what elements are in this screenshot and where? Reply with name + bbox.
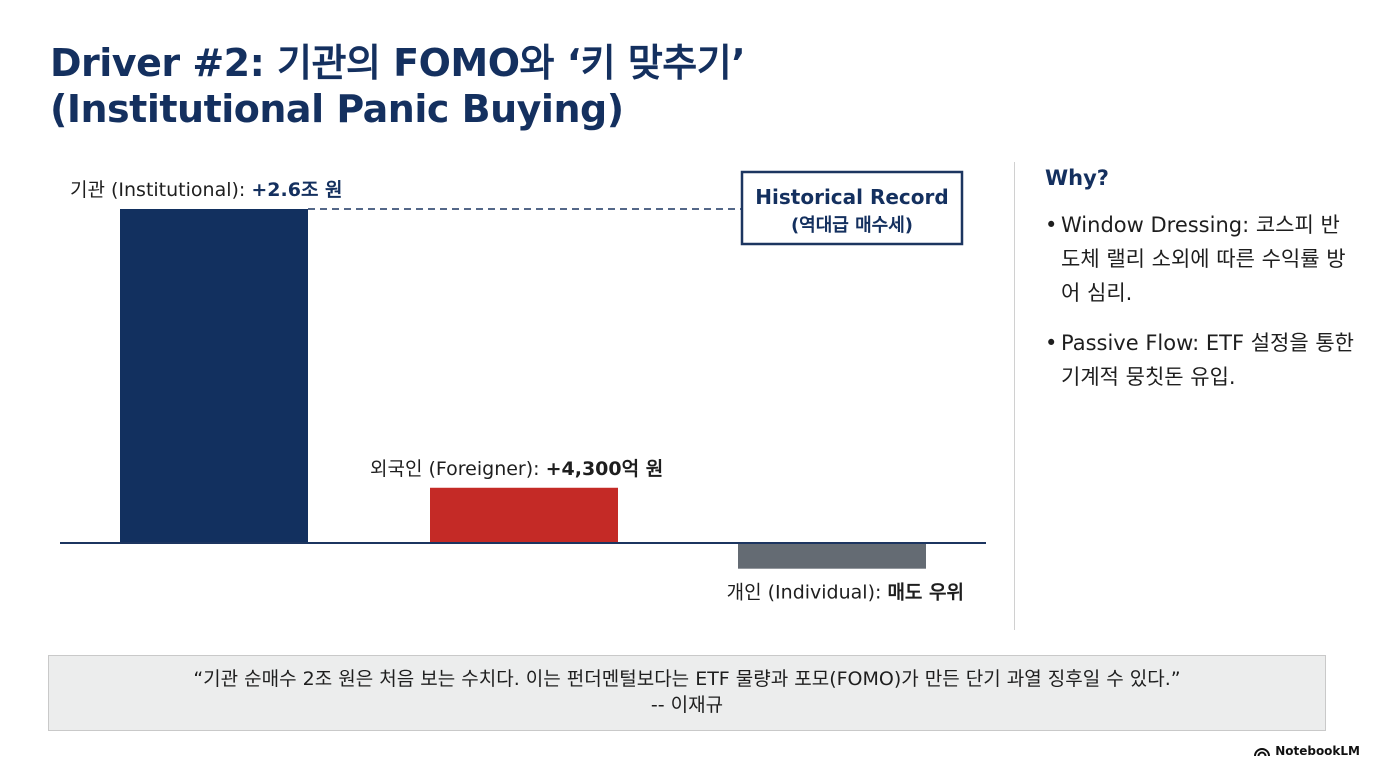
- brand-name: NotebookLM: [1275, 744, 1360, 758]
- page-title: Driver #2: 기관의 FOMO와 ‘키 맞추기’ (Institutio…: [50, 40, 746, 132]
- section-divider: [1014, 162, 1015, 630]
- quote-box: “기관 순매수 2조 원은 처음 보는 수치다. 이는 펀더멘털보다는 ETF …: [48, 655, 1326, 731]
- brand-mark: NotebookLM: [1254, 744, 1360, 758]
- callout-line-1: Historical Record: [755, 185, 948, 209]
- quote-text: “기관 순매수 2조 원은 처음 보는 수치다. 이는 펀더멘털보다는 ETF …: [193, 668, 1181, 690]
- bar-institutional: [120, 209, 308, 543]
- bar-value: +4,300억 원: [546, 458, 664, 480]
- title-line-2: (Institutional Panic Buying): [50, 87, 624, 131]
- why-item-passive-flow: • Passive Flow: ETF 설정을 통한 기계적 뭉칫돈 유입.: [1045, 326, 1355, 394]
- bar-value: +2.6조 원: [251, 179, 342, 201]
- why-term: Passive Flow: [1061, 331, 1193, 355]
- callout-line-2: (역대급 매수세): [791, 215, 913, 236]
- why-term: Window Dressing: [1061, 213, 1243, 237]
- bullet-icon: •: [1045, 331, 1058, 355]
- why-panel: Why? • Window Dressing: 코스피 반도체 랠리 소외에 따…: [1045, 166, 1355, 410]
- title-line-1: Driver #2: 기관의 FOMO와 ‘키 맞추기’: [50, 41, 746, 85]
- bar-category: 외국인 (Foreigner):: [370, 458, 546, 480]
- bar-label-individual: 개인 (Individual): 매도 우위: [727, 582, 964, 604]
- bar-value: 매도 우위: [887, 582, 964, 604]
- bullet-icon: •: [1045, 213, 1058, 237]
- why-text: : ETF 설정을 통한 기계적 뭉칫돈 유입.: [1061, 331, 1355, 389]
- bar-individual: [738, 543, 926, 569]
- historical-record-callout: [740, 170, 964, 246]
- why-heading: Why?: [1045, 166, 1109, 190]
- notebooklm-logo-icon: [1254, 748, 1271, 757]
- bar-foreigner: [430, 487, 618, 543]
- bar-label-institutional: 기관 (Institutional): +2.6조 원: [70, 179, 343, 201]
- bar-category: 기관 (Institutional):: [70, 179, 251, 201]
- bar-category: 개인 (Individual):: [727, 582, 888, 604]
- quote-author: -- 이재규: [650, 694, 724, 716]
- bar-label-foreigner: 외국인 (Foreigner): +4,300억 원: [370, 458, 663, 480]
- why-text: : 코스피 반도체 랠리 소외에 따른 수익률 방어 심리.: [1061, 213, 1346, 305]
- why-item-window-dressing: • Window Dressing: 코스피 반도체 랠리 소외에 따른 수익률…: [1045, 208, 1355, 310]
- why-list: • Window Dressing: 코스피 반도체 랠리 소외에 따른 수익률…: [1045, 208, 1355, 394]
